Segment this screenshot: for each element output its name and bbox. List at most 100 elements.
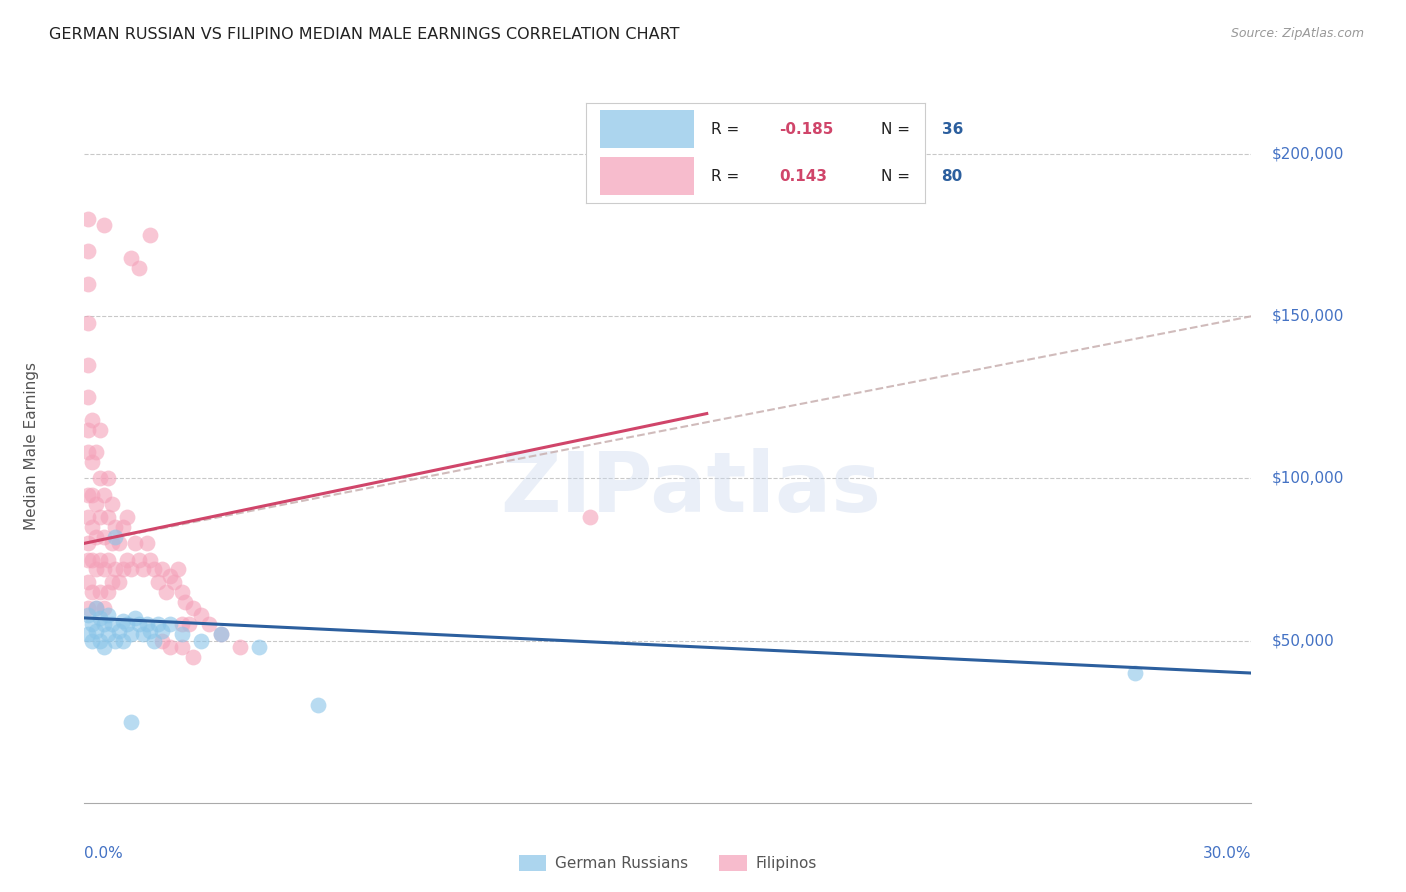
Point xyxy=(97,585,120,599)
Point xyxy=(93,488,115,502)
Point xyxy=(89,423,111,437)
Point xyxy=(159,617,181,632)
Point xyxy=(77,244,100,259)
Point xyxy=(104,520,127,534)
Point xyxy=(139,624,162,638)
Point xyxy=(1123,666,1146,681)
Point xyxy=(84,530,107,544)
Point xyxy=(115,552,138,566)
Point xyxy=(77,211,100,226)
Text: 0.0%: 0.0% xyxy=(84,846,124,861)
Point xyxy=(77,536,100,550)
Point xyxy=(170,617,193,632)
Point xyxy=(135,617,157,632)
Point xyxy=(82,552,104,566)
Point xyxy=(108,536,131,550)
Point xyxy=(77,575,100,590)
Point xyxy=(150,562,173,576)
Point xyxy=(150,624,173,638)
Point xyxy=(198,617,221,632)
Point xyxy=(135,536,157,550)
Point xyxy=(82,585,104,599)
Point xyxy=(89,633,111,648)
Point xyxy=(97,607,120,622)
Point xyxy=(143,562,166,576)
Text: $150,000: $150,000 xyxy=(1271,309,1344,324)
Point xyxy=(77,423,100,437)
Text: $100,000: $100,000 xyxy=(1271,471,1344,486)
Point xyxy=(128,617,150,632)
Point xyxy=(89,471,111,485)
Point xyxy=(104,530,127,544)
Point xyxy=(112,633,135,648)
Point xyxy=(190,633,212,648)
Point xyxy=(148,617,170,632)
Point xyxy=(77,390,100,404)
Point xyxy=(163,575,186,590)
Point xyxy=(97,627,120,641)
Point xyxy=(93,562,115,576)
Point xyxy=(247,640,270,654)
Point xyxy=(100,497,122,511)
Point xyxy=(112,614,135,628)
Text: $50,000: $50,000 xyxy=(1271,633,1334,648)
Point xyxy=(84,497,107,511)
Point xyxy=(89,552,111,566)
Point xyxy=(128,552,150,566)
Point xyxy=(170,585,193,599)
Point xyxy=(108,575,131,590)
Point xyxy=(132,627,155,641)
Point xyxy=(181,649,204,664)
Point xyxy=(108,624,131,638)
Point xyxy=(159,568,181,582)
Point xyxy=(120,562,142,576)
Point xyxy=(77,445,100,459)
Point xyxy=(132,562,155,576)
Point xyxy=(77,316,100,330)
Point xyxy=(93,640,115,654)
Point xyxy=(104,633,127,648)
Point xyxy=(307,698,329,713)
Point xyxy=(209,627,232,641)
Point xyxy=(181,601,204,615)
Point xyxy=(93,219,115,233)
Point xyxy=(124,536,146,550)
Point xyxy=(143,633,166,648)
Text: Median Male Earnings: Median Male Earnings xyxy=(24,362,39,530)
Point xyxy=(82,455,104,469)
Point xyxy=(82,413,104,427)
Point xyxy=(93,617,115,632)
Point xyxy=(84,445,107,459)
Point xyxy=(170,640,193,654)
Point xyxy=(82,633,104,648)
Point xyxy=(89,611,111,625)
Point xyxy=(77,607,100,622)
Legend: German Russians, Filipinos: German Russians, Filipinos xyxy=(513,849,823,877)
Point xyxy=(190,607,212,622)
Point xyxy=(128,260,150,275)
Point xyxy=(229,640,252,654)
Point xyxy=(84,624,107,638)
Point xyxy=(120,251,142,265)
Point xyxy=(174,595,197,609)
Point xyxy=(100,536,122,550)
Point xyxy=(159,640,181,654)
Point xyxy=(115,617,138,632)
Point xyxy=(100,575,122,590)
Point xyxy=(579,510,602,524)
Point xyxy=(93,601,115,615)
Point xyxy=(120,714,142,729)
Text: ZIPatlas: ZIPatlas xyxy=(501,449,882,529)
Point xyxy=(84,562,107,576)
Point xyxy=(84,601,107,615)
Text: 30.0%: 30.0% xyxy=(1204,846,1251,861)
Point xyxy=(100,617,122,632)
Point xyxy=(77,277,100,291)
Point xyxy=(150,633,173,648)
Point xyxy=(77,627,100,641)
Point xyxy=(124,611,146,625)
Point xyxy=(155,585,177,599)
Text: GERMAN RUSSIAN VS FILIPINO MEDIAN MALE EARNINGS CORRELATION CHART: GERMAN RUSSIAN VS FILIPINO MEDIAN MALE E… xyxy=(49,27,679,42)
Point xyxy=(115,510,138,524)
Point xyxy=(112,520,135,534)
